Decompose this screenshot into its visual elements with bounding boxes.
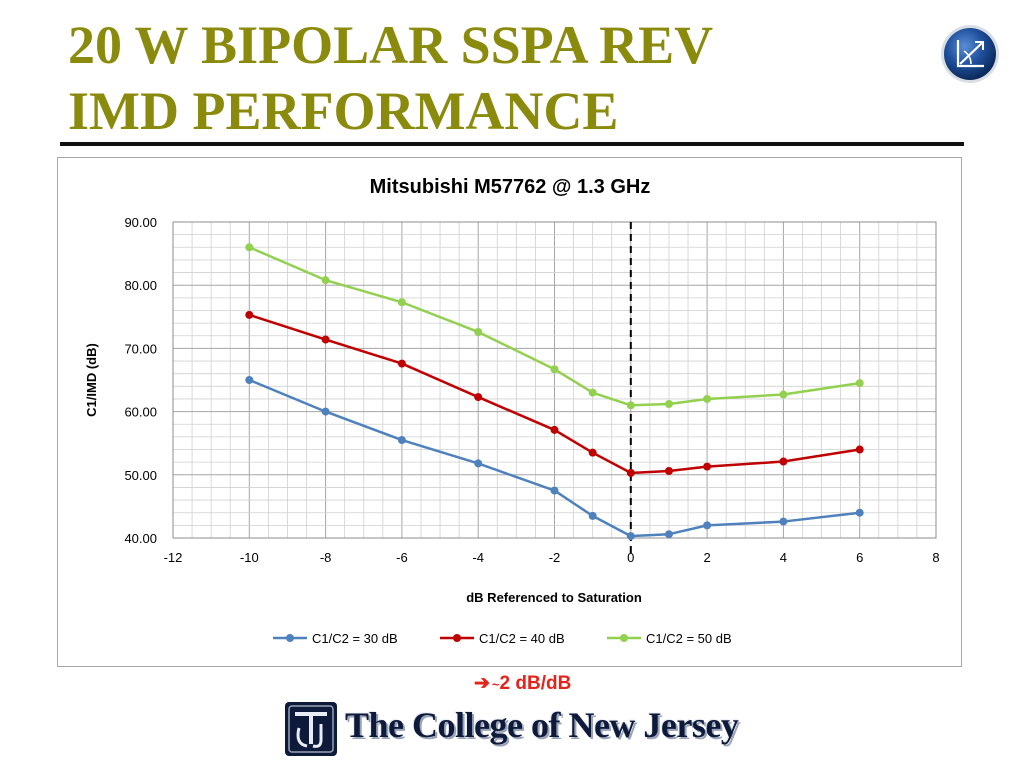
data-point-series-2: [703, 462, 712, 471]
legend-label-2: C1/C2 = 40 dB: [479, 631, 565, 646]
y-tick-label: 60.00: [124, 405, 157, 420]
slide-title-line-1: 20 W BIPOLAR SSPA REV: [68, 15, 714, 75]
legend-marker-1: [286, 634, 294, 642]
title-divider: [60, 142, 964, 146]
data-point-series-1: [855, 508, 864, 517]
data-point-series-3: [397, 298, 406, 307]
x-tick-label: 2: [703, 550, 710, 565]
y-tick-label: 40.00: [124, 531, 157, 546]
college-name: The College of New Jersey: [345, 705, 739, 745]
plot-area-border: [172, 221, 937, 539]
x-axis-label: dB Referenced to Saturation: [466, 590, 642, 605]
data-point-series-3: [779, 390, 788, 399]
slope-note: ➔ ~2 dB/dB: [474, 672, 571, 695]
data-point-series-2: [397, 359, 406, 368]
x-tick-label: -2: [549, 550, 561, 565]
data-point-series-3: [321, 276, 330, 285]
data-point-series-3: [703, 394, 712, 403]
data-point-series-2: [664, 467, 673, 476]
data-point-series-1: [588, 511, 597, 520]
data-point-series-2: [321, 335, 330, 344]
data-point-series-3: [588, 388, 597, 397]
data-point-series-1: [397, 436, 406, 445]
data-point-series-2: [474, 393, 483, 402]
data-point-series-3: [245, 243, 254, 252]
y-axis-label: C1/IMD (dB): [84, 343, 99, 417]
data-point-series-2: [779, 457, 788, 466]
chart-series: [245, 243, 864, 541]
chart-axes: -12 -10 -8 -6 -4 -2 0 2 4 6 8 40.00 50.00 60.00 70.00 8…: [124, 215, 939, 565]
x-tick-label: -4: [472, 550, 484, 565]
x-tick-label: -12: [164, 550, 183, 565]
data-point-series-3: [855, 379, 864, 388]
data-point-series-2: [855, 445, 864, 454]
presentation-logo-icon: [941, 25, 999, 83]
chart-legend: C1/C2 = 30 dB C1/C2 = 40 dB C1/C2 = 50 dB: [273, 631, 732, 646]
y-tick-label: 70.00: [124, 341, 157, 356]
data-point-series-3: [626, 401, 635, 410]
college-logo: The College of New Jersey: [283, 700, 739, 760]
data-point-series-1: [664, 530, 673, 539]
legend-label-1: C1/C2 = 30 dB: [312, 631, 398, 646]
legend-marker-3: [620, 634, 628, 642]
line-chart: Mitsubishi M57762 @ 1.3 GHz C1/IMD (dB) …: [84, 176, 940, 646]
tcnj-monogram-icon: [285, 702, 337, 756]
data-point-series-1: [245, 376, 254, 384]
data-point-series-3: [474, 327, 483, 336]
x-tick-label: 0: [627, 550, 634, 565]
data-point-series-1: [703, 521, 712, 530]
x-tick-label: 8: [932, 550, 939, 565]
x-tick-label: 4: [780, 550, 787, 565]
data-point-series-3: [664, 400, 673, 409]
slide-title-line-2: IMD PERFORMANCE: [68, 81, 619, 141]
y-tick-label: 50.00: [124, 468, 157, 483]
data-point-series-1: [779, 517, 788, 526]
right-arrow-icon: ➔: [474, 673, 490, 694]
x-tick-label: -10: [240, 550, 259, 565]
chart-container: Mitsubishi M57762 @ 1.3 GHz C1/IMD (dB) …: [57, 157, 962, 667]
y-tick-label: 80.00: [124, 278, 157, 293]
data-point-series-2: [245, 310, 254, 319]
legend-label-3: C1/C2 = 50 dB: [646, 631, 732, 646]
data-point-series-2: [626, 468, 635, 477]
slope-note-text: 2 dB/dB: [499, 673, 572, 694]
data-point-series-1: [550, 486, 559, 495]
x-tick-label: 6: [856, 550, 863, 565]
data-point-series-3: [550, 365, 559, 374]
slope-note-tilde: ~: [491, 677, 500, 692]
slide-title: 20 W BIPOLAR SSPA REV IMD PERFORMANCE: [68, 12, 713, 144]
data-point-series-2: [550, 425, 559, 434]
data-point-series-1: [474, 459, 483, 468]
chart-title: Mitsubishi M57762 @ 1.3 GHz: [370, 176, 651, 198]
data-point-series-1: [321, 407, 330, 416]
y-tick-label: 90.00: [124, 215, 157, 230]
x-tick-label: -8: [320, 550, 332, 565]
data-point-series-2: [588, 448, 597, 457]
x-tick-label: -6: [396, 550, 408, 565]
legend-marker-2: [453, 634, 461, 642]
data-point-series-1: [626, 532, 635, 541]
